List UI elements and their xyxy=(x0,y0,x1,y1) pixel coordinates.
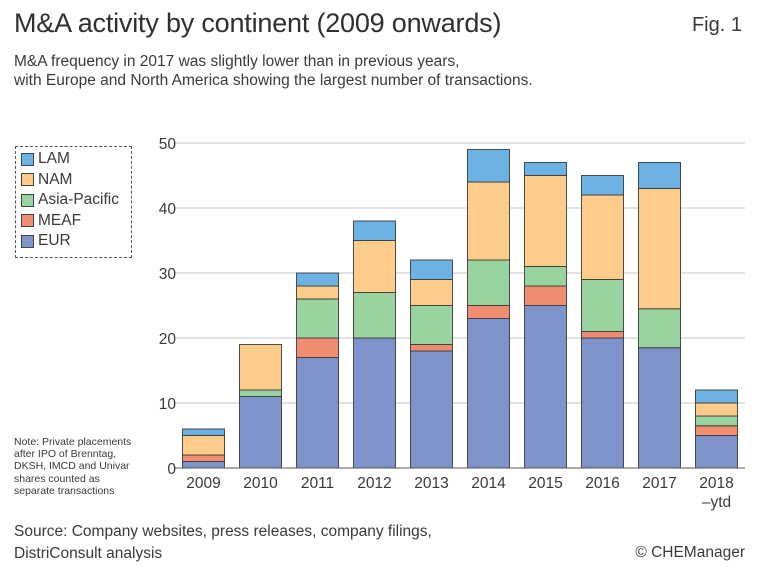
bar-segment-meaf xyxy=(524,285,567,306)
legend-swatch xyxy=(21,234,34,248)
bar-segment-meaf xyxy=(410,344,453,352)
legend-swatch xyxy=(21,193,34,207)
bar-segment-asia-pacific xyxy=(524,266,567,287)
bar-segment-nam xyxy=(581,194,624,280)
legend-swatch xyxy=(21,214,34,228)
chart-title: M&A activity by continent (2009 onwards) xyxy=(14,8,502,38)
bar-segment-nam xyxy=(239,344,282,391)
figure-label: Fig. 1 xyxy=(691,14,742,36)
chart-subtitle: M&A frequency in 2017 was slightly lower… xyxy=(14,52,754,90)
bar-segment-meaf xyxy=(467,305,510,319)
copyright: © CHEManager xyxy=(635,544,745,561)
footnote-line: separate transactions xyxy=(14,484,115,497)
bar-segment-lam xyxy=(353,220,396,241)
bar-segment-eur xyxy=(296,357,339,469)
legend-item-nam: NAM xyxy=(21,170,131,191)
legend-label: MEAF xyxy=(38,211,82,229)
source-note: Source: Company websites, press releases… xyxy=(14,521,432,565)
y-tick-label: 30 xyxy=(159,266,177,283)
x-tick-label: 2018 –ytd xyxy=(699,475,733,511)
x-tick-label: 2011 xyxy=(301,475,334,492)
bar-segment-asia-pacific xyxy=(638,308,681,349)
bar-segment-eur xyxy=(638,347,681,469)
y-tick-label: 20 xyxy=(159,331,177,348)
bar-segment-nam xyxy=(695,402,738,417)
legend-label: LAM xyxy=(38,150,70,168)
legend-label: Asia-Pacific xyxy=(38,191,119,209)
bar-segment-eur xyxy=(239,396,282,469)
bar-segment-lam xyxy=(695,389,738,404)
x-tick-label: 2017 xyxy=(642,475,676,492)
bar-segment-lam xyxy=(410,259,453,280)
footnote: Note: Private placements after IPO of Br… xyxy=(14,436,164,497)
bar-segment-lam xyxy=(467,149,510,183)
bar-segment-nam xyxy=(182,435,225,456)
y-tick-label: 10 xyxy=(159,396,177,413)
bar-segment-eur xyxy=(581,337,624,469)
bar-segment-meaf xyxy=(296,337,339,358)
bar-segment-asia-pacific xyxy=(581,279,624,332)
bar-segment-eur xyxy=(182,461,225,469)
bar-segment-eur xyxy=(695,435,738,469)
bar-segment-asia-pacific xyxy=(296,298,339,339)
legend-item-eur: EUR xyxy=(21,231,131,252)
bar-segment-asia-pacific xyxy=(353,292,396,339)
bar-segment-asia-pacific xyxy=(695,415,738,427)
y-tick-label: 50 xyxy=(159,136,177,153)
x-tick-label: 2016 xyxy=(585,475,619,492)
footnote-line: Note: Private placements xyxy=(14,436,132,448)
legend-swatch xyxy=(21,173,34,187)
bar-segment-asia-pacific xyxy=(239,389,282,397)
bar-segment-meaf xyxy=(695,425,738,436)
x-tick-label: 2013 xyxy=(414,475,448,492)
legend-item-meaf: MEAF xyxy=(21,211,131,232)
footnote-line: DKSH, IMCD and Univar xyxy=(14,460,130,473)
subtitle-line: with Europe and North America showing th… xyxy=(14,72,533,89)
x-tick-label: 2010 xyxy=(243,475,278,492)
legend: LAM NAM Asia-Pacific MEAF EUR xyxy=(15,146,132,258)
bar-segment-nam xyxy=(353,240,396,293)
y-tick-label: 0 xyxy=(167,461,176,478)
legend-item-lam: LAM xyxy=(21,149,131,170)
legend-label: EUR xyxy=(38,232,71,250)
bar-segment-eur xyxy=(353,337,396,469)
bar-segment-lam xyxy=(296,272,339,287)
y-tick-label: 40 xyxy=(159,201,177,218)
legend-item-asia-pacific: Asia-Pacific xyxy=(21,190,131,211)
footnote-line: after IPO of Brenntag, xyxy=(14,448,117,461)
bar-segment-lam xyxy=(524,162,567,176)
x-tick-label: 2015 xyxy=(528,475,562,492)
bar-segment-nam xyxy=(524,175,567,267)
bar-segment-eur xyxy=(524,305,567,469)
bar-segment-asia-pacific xyxy=(410,305,453,345)
legend-swatch xyxy=(21,152,34,166)
bar-segment-nam xyxy=(467,181,510,261)
bar-segment-eur xyxy=(410,350,453,469)
bar-segment-meaf xyxy=(581,331,624,339)
bar-segment-nam xyxy=(296,285,339,300)
source-line: DistriConsult analysis xyxy=(14,545,163,562)
legend-label: NAM xyxy=(38,170,73,188)
bar-segment-asia-pacific xyxy=(467,259,510,306)
subtitle-line: M&A frequency in 2017 was slightly lower… xyxy=(14,53,460,70)
bar-segment-nam xyxy=(638,188,681,310)
footnote-line: shares counted as xyxy=(14,472,100,485)
bar-segment-lam xyxy=(182,428,225,436)
bar-segment-lam xyxy=(638,162,681,189)
bar-segment-meaf xyxy=(182,454,225,462)
x-tick-label: 2012 xyxy=(357,475,391,492)
bar-segment-eur xyxy=(467,318,510,469)
source-line: Source: Company websites, press releases… xyxy=(14,523,432,540)
x-tick-label: 2014 xyxy=(471,475,506,492)
x-tick-label: 2009 xyxy=(186,475,220,492)
bar-segment-nam xyxy=(410,279,453,306)
bar-segment-lam xyxy=(581,175,624,196)
